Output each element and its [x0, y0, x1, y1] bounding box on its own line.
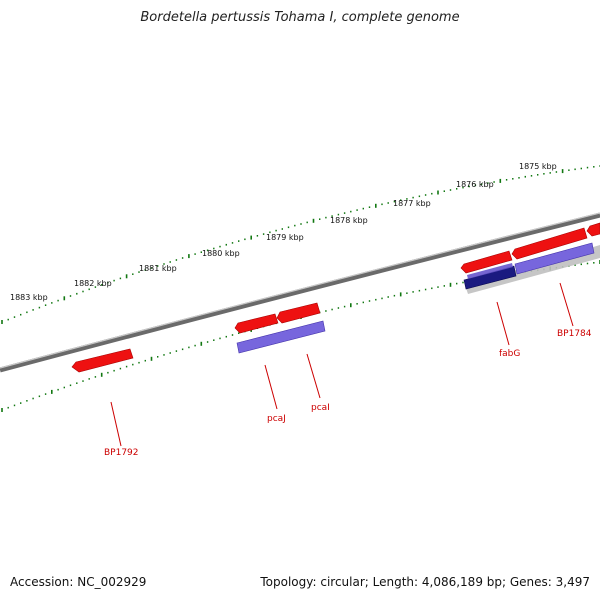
kbp-label-1879: 1879 kbp [266, 233, 304, 242]
genome-backbone-highlight [0, 212, 600, 369]
genome-backbone [0, 212, 600, 373]
gene-label-pcai: pcaI [311, 403, 330, 413]
orf-bar [236, 320, 326, 354]
leader-line [264, 364, 278, 410]
cds-track [71, 222, 600, 373]
leader-line [110, 401, 122, 447]
orf-bar [514, 242, 595, 275]
outer-tick-track [1, 165, 600, 324]
gene-label-fabg: fabG [499, 349, 520, 359]
genome-summary-text: Topology: circular; Length: 4,086,189 bp… [260, 575, 590, 589]
gene-leaders [110, 282, 574, 447]
cds-arrow [511, 227, 588, 260]
map-title: Bordetella pertussis Tohama I, complete … [140, 10, 460, 25]
kbp-label-1877: 1877 kbp [393, 199, 431, 208]
accession-text: Accession: NC_002929 [10, 575, 147, 589]
gene-label-bp1784: BP1784 [557, 329, 592, 339]
cds-arrow [276, 302, 321, 324]
kbp-label-1878: 1878 kbp [330, 216, 368, 225]
gene-label-bp1792: BP1792 [104, 448, 139, 458]
orf-track [236, 242, 595, 354]
orf-bar [467, 263, 513, 279]
kbp-label-1881: 1881 kbp [139, 264, 177, 273]
gene-labels: BP1784 fabG pcaI pcaJ BP1792 [104, 329, 592, 458]
cds-arrow [460, 250, 513, 274]
leader-line [496, 301, 510, 346]
kbp-label-1876: 1876 kbp [456, 180, 494, 189]
leader-line [559, 282, 574, 327]
cds-arrow [234, 313, 279, 334]
scale-labels: 1875 kbp 1876 kbp 1877 kbp 1878 kbp 1879… [10, 162, 557, 302]
kbp-label-1880: 1880 kbp [202, 249, 240, 258]
gene-label-pcaj: pcaJ [267, 414, 286, 424]
kbp-label-1883: 1883 kbp [10, 293, 48, 302]
kbp-label-1882: 1882 kbp [74, 279, 112, 288]
cds-arrow [586, 222, 600, 237]
cds-arrow [71, 348, 134, 373]
leader-line [306, 353, 321, 399]
kbp-label-1875: 1875 kbp [519, 162, 557, 171]
